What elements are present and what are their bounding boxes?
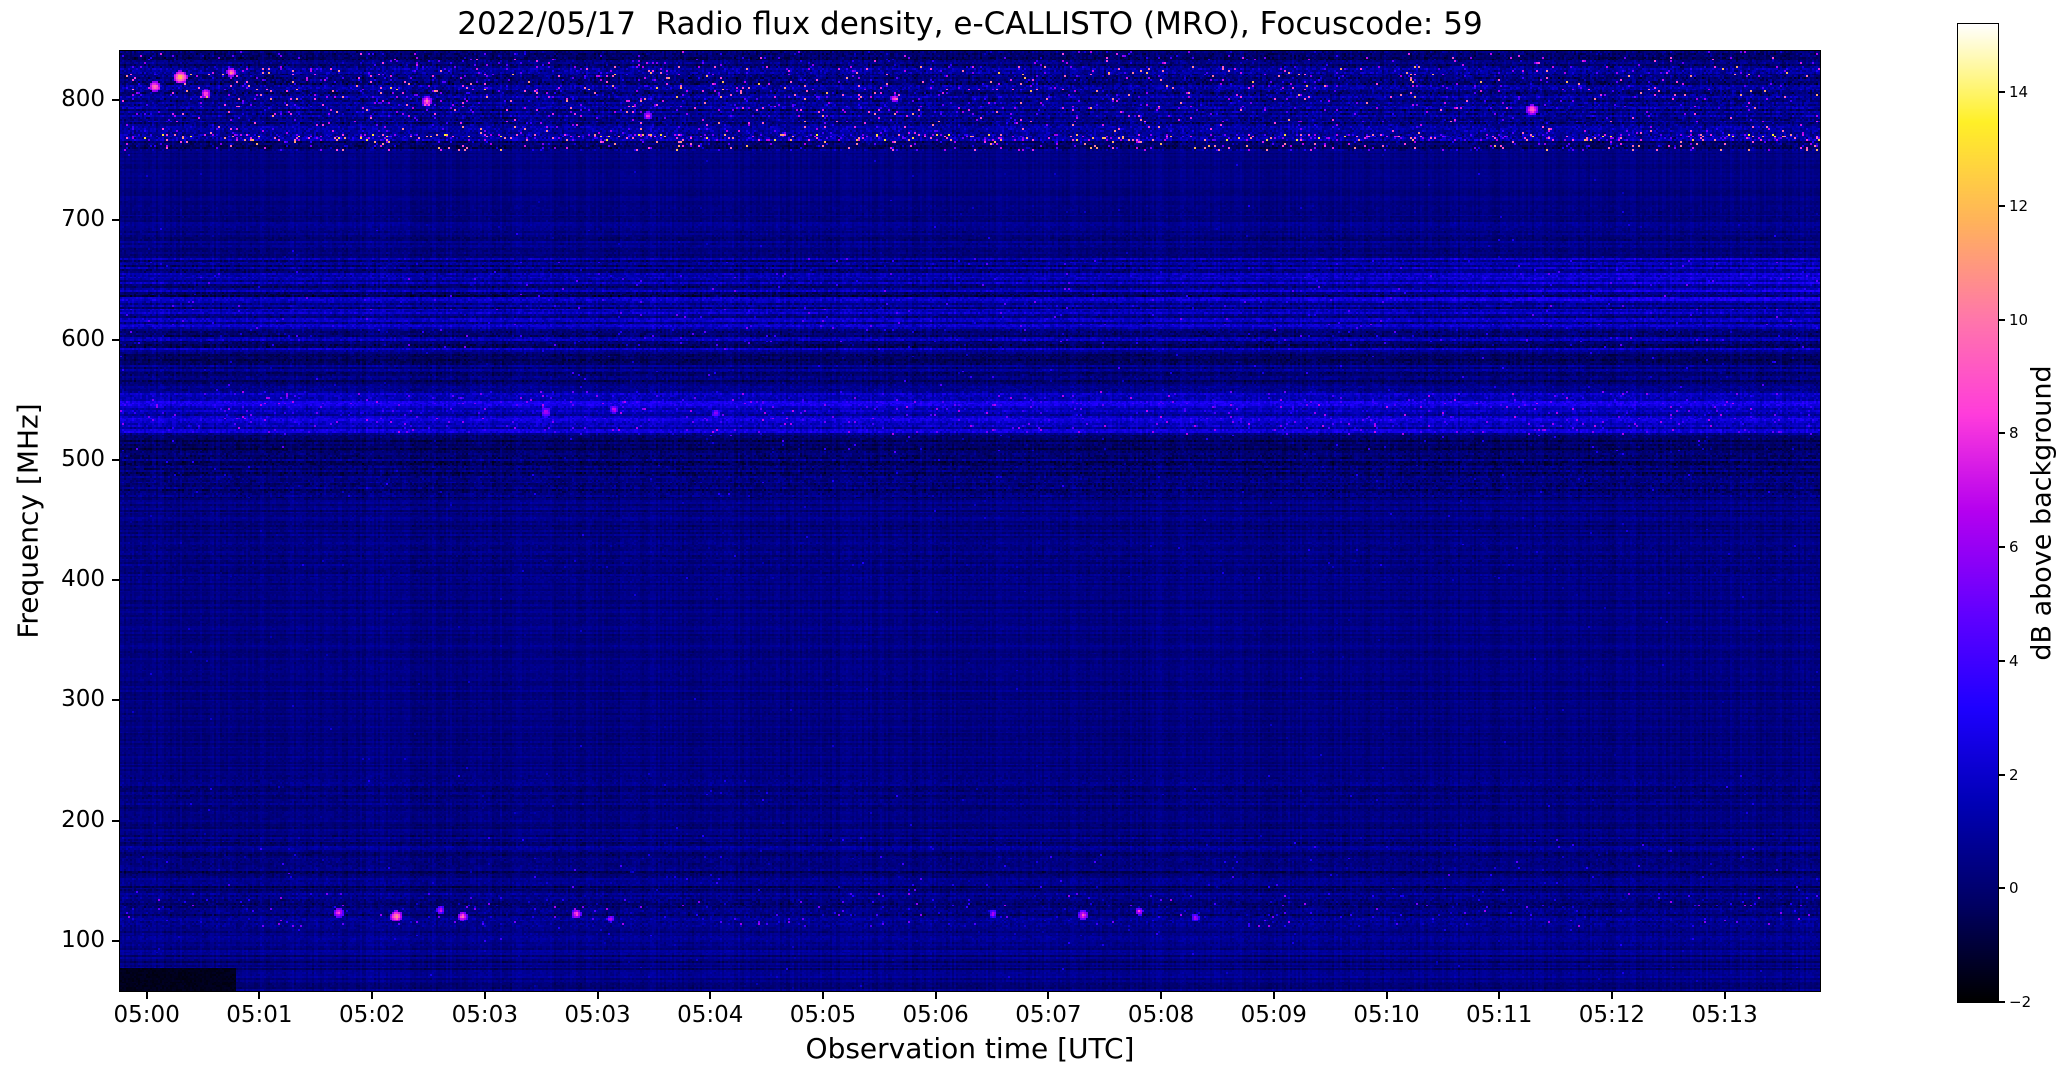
chart-title: 2022/05/17 Radio flux density, e-CALLIST… [457, 6, 1483, 42]
x-tick-label: 05:04 [677, 1002, 744, 1028]
x-tick-mark [1610, 992, 1613, 999]
colorbar-tick-mark [1999, 659, 2005, 662]
x-tick-label: 05:09 [1240, 1002, 1307, 1028]
x-tick-mark [1160, 992, 1163, 999]
colorbar-tick-mark [1999, 546, 2005, 549]
x-tick-label: 05:05 [789, 1002, 857, 1028]
colorbar-gradient [1958, 24, 1998, 1002]
colorbar-tick-label: 8 [2009, 424, 2019, 443]
y-tick-label: 500 [61, 446, 105, 473]
colorbar-tick-mark [1999, 318, 2005, 321]
y-tick-mark [112, 459, 119, 462]
y-tick-mark [112, 579, 119, 582]
x-tick-mark [1385, 992, 1388, 999]
y-tick-mark [112, 219, 119, 222]
x-tick-mark [258, 992, 261, 999]
x-tick-label: 05:13 [1691, 1002, 1758, 1028]
x-tick-mark [371, 992, 374, 999]
colorbar-tick-label: 6 [2009, 538, 2019, 557]
colorbar-label: dB above background [2026, 365, 2058, 661]
colorbar-tick-label: 0 [2009, 879, 2019, 898]
x-tick-mark [821, 992, 824, 999]
x-tick-label: 05:07 [1015, 1002, 1082, 1028]
colorbar-tick-label: 2 [2009, 765, 2019, 784]
x-tick-label: 05:12 [1578, 1002, 1646, 1028]
x-tick-label: 05:10 [1353, 1002, 1420, 1028]
colorbar [1957, 23, 1999, 1003]
x-tick-mark [596, 992, 599, 999]
y-tick-label: 700 [61, 206, 105, 233]
x-tick-mark [1047, 992, 1050, 999]
colorbar-tick-label: 12 [2009, 196, 2029, 215]
x-tick-mark [145, 992, 148, 999]
x-tick-label: 05:08 [1127, 1002, 1195, 1028]
spectrogram-canvas [120, 51, 1820, 991]
x-tick-label: 05:01 [226, 1002, 293, 1028]
y-tick-label: 400 [61, 566, 105, 593]
x-tick-mark [709, 992, 712, 999]
x-tick-mark [934, 992, 937, 999]
y-tick-mark [112, 939, 119, 942]
x-tick-mark [1498, 992, 1501, 999]
x-tick-label: 05:06 [902, 1002, 969, 1028]
x-tick-mark [1723, 992, 1726, 999]
colorbar-tick-label: 10 [2009, 310, 2029, 329]
x-tick-label: 05:03 [564, 1002, 631, 1028]
y-axis-label: Frequency [MHz] [11, 403, 45, 639]
colorbar-tick-mark [1999, 887, 2005, 890]
y-tick-label: 300 [61, 686, 105, 713]
x-tick-label: 05:03 [451, 1002, 518, 1028]
colorbar-tick-label: 4 [2009, 651, 2019, 670]
colorbar-tick-label: −2 [2009, 993, 2032, 1011]
y-tick-mark [112, 819, 119, 822]
x-axis-label: Observation time [UTC] [805, 1032, 1135, 1065]
x-tick-mark [1272, 992, 1275, 999]
y-tick-mark [112, 339, 119, 342]
plot-area [119, 50, 1821, 992]
colorbar-tick-mark [1999, 432, 2005, 435]
y-tick-label: 200 [61, 806, 105, 833]
colorbar-tick-mark [1999, 1001, 2005, 1003]
x-tick-label: 05:02 [338, 1002, 406, 1028]
y-tick-mark [112, 699, 119, 702]
x-tick-label: 05:00 [113, 1002, 180, 1028]
y-tick-label: 600 [61, 326, 105, 353]
y-tick-mark [112, 99, 119, 102]
x-tick-mark [483, 992, 486, 999]
colorbar-tick-mark [1999, 204, 2005, 207]
colorbar-tick-label: 14 [2009, 83, 2029, 102]
x-tick-label: 05:11 [1466, 1002, 1533, 1028]
y-tick-label: 800 [61, 86, 105, 113]
y-tick-label: 100 [61, 926, 105, 953]
colorbar-tick-mark [1999, 773, 2005, 776]
colorbar-tick-mark [1999, 91, 2005, 94]
